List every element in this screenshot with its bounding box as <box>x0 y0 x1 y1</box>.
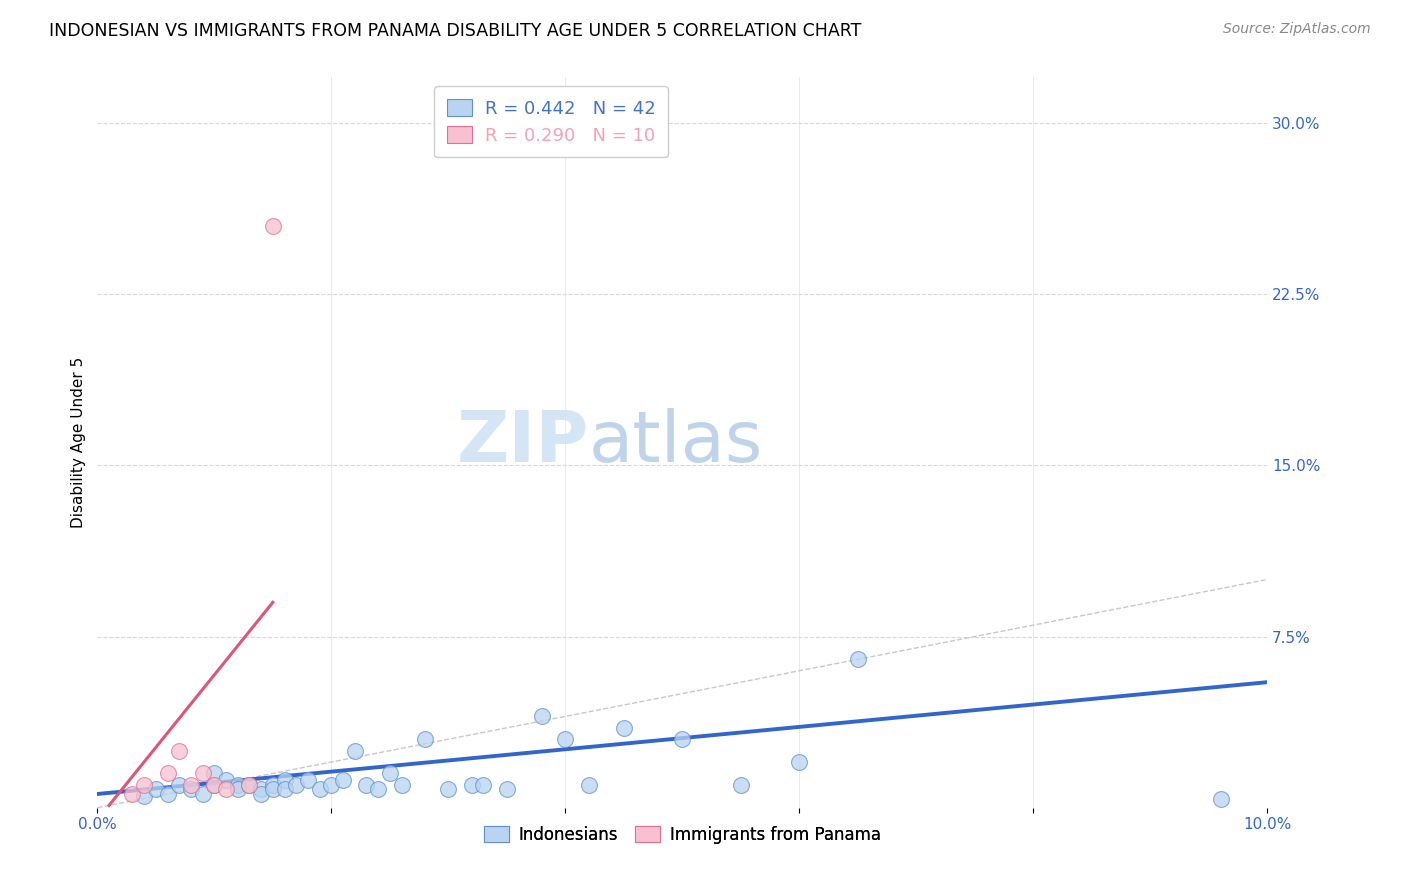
Point <box>378 766 401 780</box>
Point <box>215 773 238 788</box>
Point <box>356 778 378 792</box>
Point <box>437 782 460 797</box>
Point <box>202 766 225 780</box>
Point <box>530 709 553 723</box>
Text: Source: ZipAtlas.com: Source: ZipAtlas.com <box>1223 22 1371 37</box>
Point <box>250 782 273 797</box>
Point <box>167 744 190 758</box>
Point <box>308 782 330 797</box>
Point <box>789 755 811 769</box>
Point <box>145 782 167 797</box>
Point <box>202 778 225 792</box>
Point <box>613 721 636 735</box>
Point <box>332 773 354 788</box>
Point <box>202 778 225 792</box>
Point <box>262 778 284 792</box>
Point <box>367 782 389 797</box>
Point <box>134 789 156 804</box>
Point <box>191 787 214 801</box>
Point <box>273 773 295 788</box>
Point <box>413 732 436 747</box>
Point <box>262 219 284 233</box>
Point <box>285 778 308 792</box>
Y-axis label: Disability Age Under 5: Disability Age Under 5 <box>72 357 86 528</box>
Point <box>1209 791 1232 805</box>
Point <box>495 782 517 797</box>
Point <box>134 778 156 792</box>
Point <box>321 778 343 792</box>
Point <box>226 782 249 797</box>
Point <box>215 782 238 797</box>
Point <box>461 778 484 792</box>
Point <box>730 778 752 792</box>
Point <box>167 778 190 792</box>
Point <box>273 782 295 797</box>
Point <box>191 766 214 780</box>
Point <box>226 778 249 792</box>
Point <box>156 787 179 801</box>
Point <box>391 778 413 792</box>
Point <box>250 787 273 801</box>
Point <box>343 744 366 758</box>
Point <box>180 782 202 797</box>
Point <box>238 778 260 792</box>
Text: INDONESIAN VS IMMIGRANTS FROM PANAMA DISABILITY AGE UNDER 5 CORRELATION CHART: INDONESIAN VS IMMIGRANTS FROM PANAMA DIS… <box>49 22 862 40</box>
Text: atlas: atlas <box>589 408 763 477</box>
Point <box>121 787 143 801</box>
Point <box>262 782 284 797</box>
Point <box>578 778 600 792</box>
Point <box>472 778 495 792</box>
Point <box>846 652 869 666</box>
Point <box>554 732 576 747</box>
Point <box>238 778 260 792</box>
Legend: Indonesians, Immigrants from Panama: Indonesians, Immigrants from Panama <box>477 819 887 850</box>
Point <box>180 778 202 792</box>
Point <box>156 766 179 780</box>
Point <box>297 773 319 788</box>
Text: ZIP: ZIP <box>457 408 589 477</box>
Point <box>671 732 693 747</box>
